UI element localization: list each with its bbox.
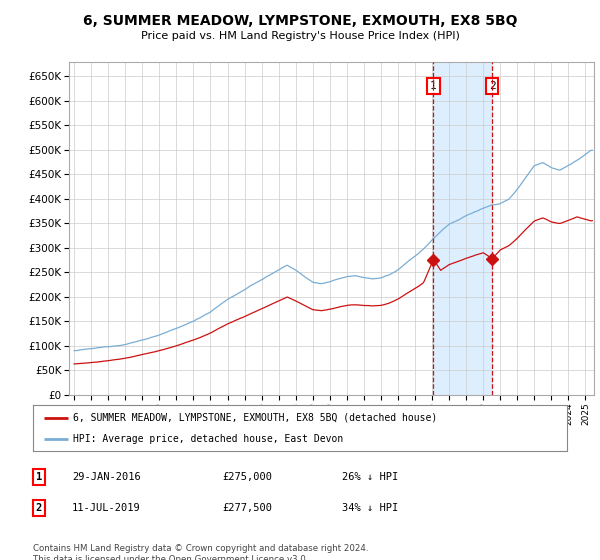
Text: 6, SUMMER MEADOW, LYMPSTONE, EXMOUTH, EX8 5BQ (detached house): 6, SUMMER MEADOW, LYMPSTONE, EXMOUTH, EX… bbox=[73, 413, 437, 423]
Text: Contains HM Land Registry data © Crown copyright and database right 2024.
This d: Contains HM Land Registry data © Crown c… bbox=[33, 544, 368, 560]
Text: 2: 2 bbox=[489, 81, 496, 91]
Text: 11-JUL-2019: 11-JUL-2019 bbox=[72, 503, 141, 513]
Text: £277,500: £277,500 bbox=[222, 503, 272, 513]
Text: 1: 1 bbox=[430, 81, 437, 91]
Text: 26% ↓ HPI: 26% ↓ HPI bbox=[342, 472, 398, 482]
Text: 2: 2 bbox=[36, 503, 42, 513]
Text: Price paid vs. HM Land Registry's House Price Index (HPI): Price paid vs. HM Land Registry's House … bbox=[140, 31, 460, 41]
Text: 34% ↓ HPI: 34% ↓ HPI bbox=[342, 503, 398, 513]
Bar bbox=[433, 62, 492, 395]
Text: HPI: Average price, detached house, East Devon: HPI: Average price, detached house, East… bbox=[73, 435, 343, 444]
Text: £275,000: £275,000 bbox=[222, 472, 272, 482]
Text: 29-JAN-2016: 29-JAN-2016 bbox=[72, 472, 141, 482]
Text: 6, SUMMER MEADOW, LYMPSTONE, EXMOUTH, EX8 5BQ: 6, SUMMER MEADOW, LYMPSTONE, EXMOUTH, EX… bbox=[83, 14, 517, 28]
Text: 1: 1 bbox=[36, 472, 42, 482]
